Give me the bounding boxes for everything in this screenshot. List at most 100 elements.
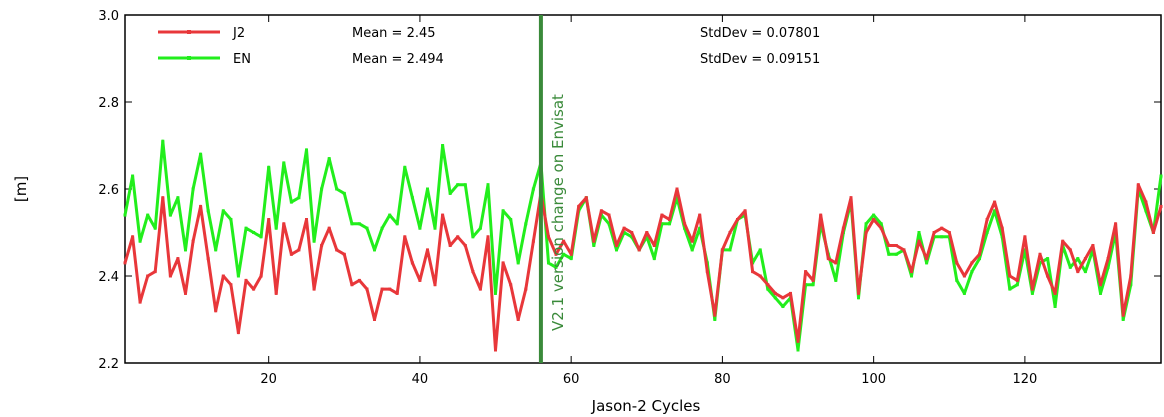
data-point-j2 bbox=[849, 196, 853, 200]
data-point-j2 bbox=[448, 244, 452, 247]
data-point-j2 bbox=[274, 291, 278, 295]
data-point-j2 bbox=[1053, 291, 1057, 295]
data-point-j2 bbox=[252, 287, 256, 291]
data-point-j2 bbox=[1083, 257, 1087, 261]
data-point-en bbox=[962, 291, 966, 295]
data-point-j2 bbox=[486, 235, 490, 239]
data-point-en bbox=[713, 318, 717, 321]
data-point-en bbox=[138, 239, 142, 243]
data-point-en bbox=[607, 222, 611, 226]
legend-j2-mean: Mean = 2.45 bbox=[352, 26, 436, 41]
data-point-j2 bbox=[615, 244, 618, 247]
data-point-en bbox=[441, 144, 445, 147]
data-point-j2 bbox=[547, 235, 550, 239]
data-point-j2 bbox=[947, 231, 951, 234]
data-point-j2 bbox=[1091, 244, 1095, 247]
data-point-j2 bbox=[569, 252, 573, 256]
data-point-en bbox=[448, 191, 452, 195]
data-point-j2 bbox=[1114, 222, 1118, 226]
data-point-j2 bbox=[993, 200, 997, 204]
data-point-en bbox=[289, 200, 293, 204]
data-point-en bbox=[426, 187, 429, 191]
data-point-j2 bbox=[789, 291, 792, 295]
data-point-j2 bbox=[214, 309, 218, 313]
data-point-en bbox=[879, 222, 883, 226]
data-point-j2 bbox=[305, 218, 308, 221]
data-point-j2 bbox=[1068, 248, 1072, 252]
data-point-en bbox=[652, 257, 656, 261]
data-point-j2 bbox=[229, 283, 233, 287]
series-layer bbox=[123, 139, 1163, 352]
data-point-en bbox=[418, 226, 422, 230]
data-point-en bbox=[478, 226, 482, 230]
data-point-en bbox=[531, 187, 535, 191]
data-point-j2 bbox=[622, 226, 626, 230]
data-point-j2 bbox=[403, 235, 407, 239]
x-axis-title: Jason-2 Cycles bbox=[591, 397, 701, 415]
data-point-en bbox=[592, 244, 596, 247]
data-point-j2 bbox=[781, 296, 785, 300]
data-point-j2 bbox=[221, 274, 225, 278]
data-point-j2 bbox=[1106, 257, 1110, 261]
legend-j2-stddev: StdDev = 0.07801 bbox=[700, 26, 820, 41]
data-point-en bbox=[728, 248, 732, 252]
data-point-j2 bbox=[857, 291, 860, 295]
data-point-j2 bbox=[1000, 226, 1004, 230]
data-point-en bbox=[395, 222, 399, 226]
data-point-j2 bbox=[1129, 274, 1133, 278]
data-point-en bbox=[274, 226, 278, 230]
data-point-j2 bbox=[191, 239, 195, 243]
data-point-j2 bbox=[940, 226, 944, 230]
data-point-en bbox=[615, 248, 618, 252]
data-point-en bbox=[1083, 270, 1087, 274]
data-point-en bbox=[660, 222, 664, 226]
legend: J2 Mean = 2.45 StdDev = 0.07801 EN Mean … bbox=[158, 26, 820, 67]
data-point-j2 bbox=[312, 287, 316, 291]
data-point-j2 bbox=[388, 287, 392, 291]
data-point-j2 bbox=[773, 291, 777, 295]
axis-ticks: 20 40 60 80 100 120 2.2 2.4 2.6 2.8 3.0 bbox=[98, 9, 1161, 387]
data-point-j2 bbox=[1030, 287, 1034, 291]
data-point-en bbox=[161, 139, 165, 143]
data-point-j2 bbox=[766, 283, 770, 287]
data-point-j2 bbox=[1038, 252, 1042, 256]
data-point-en bbox=[1068, 265, 1072, 269]
data-point-en bbox=[1023, 248, 1027, 252]
data-point-en bbox=[471, 235, 475, 239]
y-axis-title: [m] bbox=[12, 176, 30, 202]
data-point-j2 bbox=[630, 231, 634, 234]
data-point-j2 bbox=[426, 248, 429, 252]
data-point-j2 bbox=[289, 252, 293, 256]
data-point-en bbox=[373, 248, 376, 252]
data-point-j2 bbox=[826, 257, 830, 261]
data-point-j2 bbox=[123, 261, 127, 265]
data-point-en bbox=[214, 248, 218, 252]
data-point-j2 bbox=[494, 348, 497, 352]
data-point-j2 bbox=[705, 270, 709, 274]
data-point-j2 bbox=[720, 248, 724, 252]
data-point-en bbox=[388, 213, 392, 217]
data-point-j2 bbox=[592, 239, 596, 243]
data-point-j2 bbox=[1144, 200, 1148, 204]
data-point-en bbox=[342, 191, 346, 195]
data-point-en bbox=[146, 213, 150, 217]
data-point-j2 bbox=[607, 213, 611, 217]
data-point-en bbox=[925, 261, 929, 265]
data-point-en bbox=[796, 348, 800, 352]
data-point-j2 bbox=[1015, 278, 1019, 282]
data-point-en bbox=[834, 278, 838, 282]
data-point-en bbox=[645, 235, 649, 239]
data-point-j2 bbox=[804, 270, 808, 274]
data-point-j2 bbox=[1061, 239, 1065, 243]
data-point-en bbox=[1015, 283, 1019, 287]
data-point-j2 bbox=[668, 218, 671, 221]
data-point-j2 bbox=[743, 209, 747, 213]
data-point-en bbox=[153, 226, 157, 230]
data-point-j2 bbox=[236, 331, 240, 335]
data-point-j2 bbox=[206, 257, 210, 261]
data-point-en bbox=[357, 222, 361, 226]
data-point-en bbox=[917, 231, 921, 234]
data-point-en bbox=[622, 231, 626, 234]
data-point-en bbox=[463, 183, 467, 187]
y-tick-label: 2.2 bbox=[98, 357, 119, 372]
